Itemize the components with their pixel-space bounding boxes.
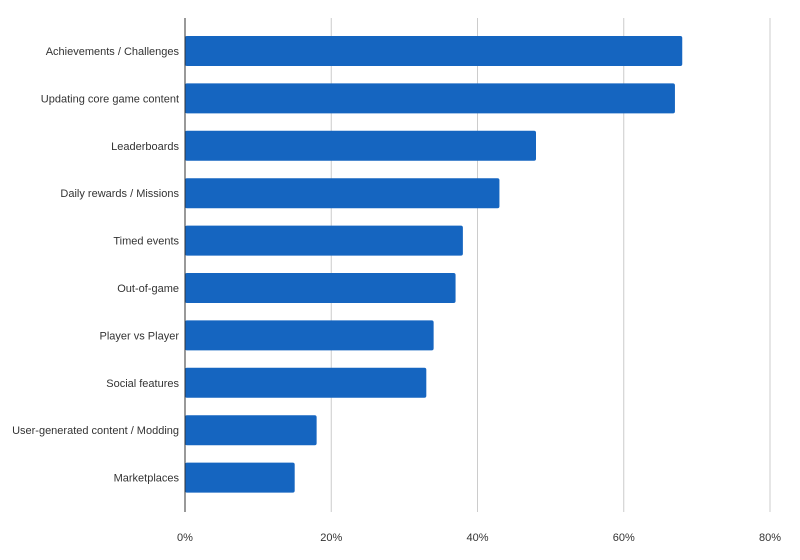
category-labels: Achievements / Challenges Updating core g…: [12, 46, 179, 485]
category-label: Achievements / Challenges: [46, 46, 180, 58]
bar: [185, 415, 317, 446]
bar: [185, 367, 427, 398]
x-tick-label: 80%: [759, 532, 781, 544]
bar: [185, 178, 500, 209]
category-label: Updating core game content: [41, 93, 179, 105]
category-label: Player vs Player: [100, 330, 180, 342]
x-tick-label: 20%: [320, 532, 342, 544]
bars: [185, 36, 683, 493]
bar: [185, 225, 463, 256]
category-label: Social features: [106, 378, 179, 390]
bar: [185, 130, 536, 161]
category-label: Leaderboards: [111, 141, 179, 153]
bar: [185, 273, 456, 303]
x-tick-labels: 0% 20% 40% 60% 80%: [177, 532, 781, 544]
x-tick-label: 40%: [466, 532, 488, 544]
category-label: Out-of-game: [117, 283, 179, 295]
category-label: Timed events: [113, 236, 179, 248]
bar: [185, 320, 434, 351]
category-label: User-generated content / Modding: [12, 425, 179, 437]
bar: [185, 83, 675, 114]
x-tick-label: 0%: [177, 532, 193, 544]
bar: [185, 36, 683, 66]
x-tick-label: 60%: [613, 532, 635, 544]
bar: [185, 462, 295, 493]
category-label: Daily rewards / Missions: [60, 188, 179, 200]
category-label: Marketplaces: [114, 473, 180, 485]
